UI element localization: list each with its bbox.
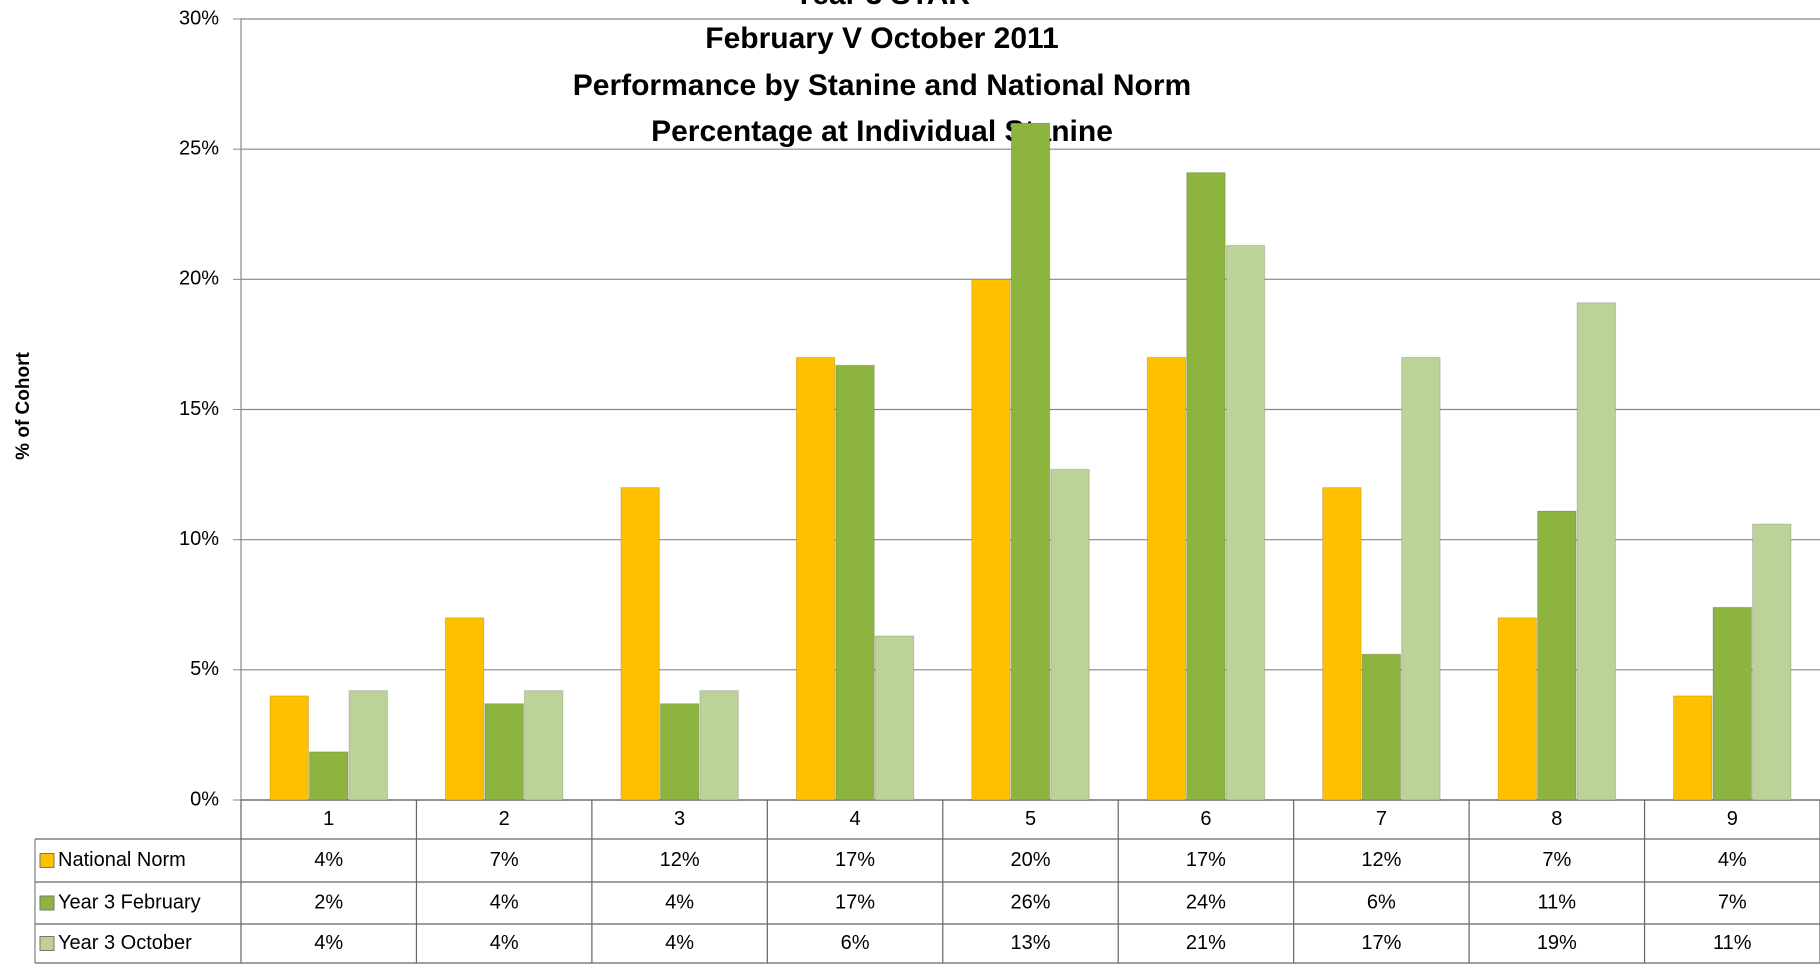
bar (795, 356, 836, 801)
y-axis-label: % of Cohort (13, 352, 34, 460)
table-value: 4% (490, 891, 519, 913)
x-tick-label: 5 (1025, 808, 1036, 830)
bar (1401, 356, 1441, 801)
y-tick-label: 10% (179, 528, 219, 550)
bar (1050, 468, 1090, 801)
table-value: 19% (1537, 932, 1577, 954)
x-tick-label: 2 (499, 808, 510, 830)
y-tick-label: 30% (179, 7, 219, 29)
legend-swatch (39, 895, 55, 911)
chart-title: Performance by Stanine and National Norm (573, 69, 1191, 102)
table-value: 21% (1186, 932, 1226, 954)
x-tick-label: 7 (1376, 808, 1387, 830)
bar (971, 278, 1011, 801)
bar (1576, 302, 1617, 801)
table-value: 7% (490, 849, 519, 871)
table-value: 4% (490, 932, 519, 954)
table-value: 12% (1361, 849, 1401, 871)
table-value: 4% (314, 849, 343, 871)
bar (699, 690, 739, 801)
bar (1361, 653, 1402, 801)
bar (1497, 617, 1538, 801)
legend-label: Year 3 October (58, 932, 192, 954)
table-value: 17% (1186, 849, 1226, 871)
x-tick-label: 1 (323, 808, 334, 830)
x-tick-label: 8 (1551, 808, 1562, 830)
bar (1322, 487, 1362, 801)
bar (835, 364, 875, 801)
y-tick-label: 25% (179, 137, 219, 159)
bar (1712, 606, 1753, 801)
y-tick-label: 5% (190, 658, 219, 680)
bar (1186, 172, 1226, 801)
table-value: 4% (1718, 849, 1747, 871)
bar (1225, 244, 1266, 801)
bar (1010, 122, 1051, 801)
bar (1752, 523, 1792, 801)
bar (308, 751, 349, 801)
chart-title: February V October 2011 (705, 22, 1059, 55)
bar (1537, 510, 1577, 801)
bar (659, 703, 700, 801)
bar (1146, 356, 1187, 801)
y-tick-label: 0% (190, 788, 219, 810)
legend-swatch (39, 853, 55, 868)
table-value: 20% (1010, 849, 1050, 871)
x-tick-label: 6 (1200, 808, 1211, 830)
table-value: 11% (1538, 891, 1577, 913)
table-value: 24% (1186, 891, 1226, 913)
bar (523, 690, 564, 801)
table-value: 17% (835, 891, 875, 913)
table-value: 11% (1713, 932, 1752, 954)
x-tick-label: 4 (849, 808, 860, 830)
table-value: 6% (1367, 891, 1396, 913)
y-tick-label: 20% (179, 268, 219, 290)
table-value: 7% (1542, 849, 1571, 871)
bar (620, 487, 660, 801)
bar (444, 617, 485, 801)
x-tick-label: 9 (1727, 808, 1738, 830)
table-value: 26% (1010, 891, 1050, 913)
legend-swatch (39, 936, 55, 951)
table-value: 7% (1718, 891, 1747, 913)
table-value: 17% (835, 849, 875, 871)
x-tick-label: 3 (674, 808, 685, 830)
table-value: 17% (1361, 932, 1401, 954)
table-value: 4% (665, 891, 694, 913)
bar (269, 695, 309, 801)
y-tick-label: 15% (179, 398, 219, 420)
table-value: 12% (660, 849, 700, 871)
bar (874, 635, 915, 801)
table-value: 4% (314, 932, 343, 954)
legend-label: Year 3 February (58, 891, 201, 913)
table-value: 2% (314, 891, 343, 913)
chart-title: Year 3 STAR (794, 0, 971, 11)
table-value: 13% (1010, 932, 1050, 954)
table-value: 4% (665, 932, 694, 954)
legend-label: National Norm (58, 849, 186, 871)
bar (484, 703, 524, 801)
table-value: 6% (841, 932, 870, 954)
bar (1673, 695, 1713, 801)
bar (348, 690, 388, 801)
